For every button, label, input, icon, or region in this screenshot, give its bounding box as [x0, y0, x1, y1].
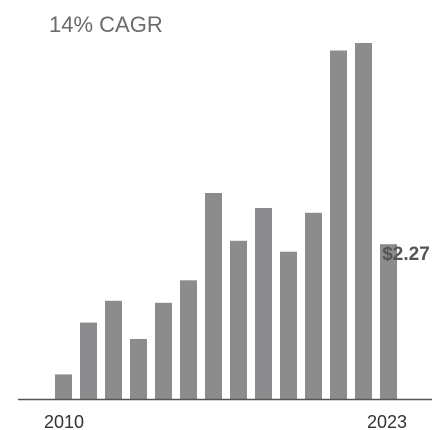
bar-2014 — [155, 302, 172, 399]
bars-group — [55, 43, 397, 399]
bar-2015 — [180, 280, 197, 399]
bar-2016 — [205, 193, 222, 399]
bar-2012 — [105, 300, 122, 399]
bar-2017 — [230, 240, 247, 399]
data-label-2023: $2.27 — [382, 244, 430, 265]
bar-2010 — [55, 374, 72, 399]
cagr-annotation: 14% CAGR — [49, 12, 163, 37]
x-tick-label-2010: 2010 — [44, 412, 84, 430]
bar-2023 — [380, 244, 397, 399]
bar-2020 — [305, 212, 322, 399]
bar-2011 — [80, 322, 97, 399]
bar-2013 — [130, 339, 147, 399]
bar-2021 — [330, 50, 347, 399]
bar-2018 — [255, 208, 272, 399]
bar-2019 — [280, 251, 297, 399]
bar-2022 — [355, 43, 372, 399]
x-tick-label-2023: 2023 — [367, 412, 407, 430]
